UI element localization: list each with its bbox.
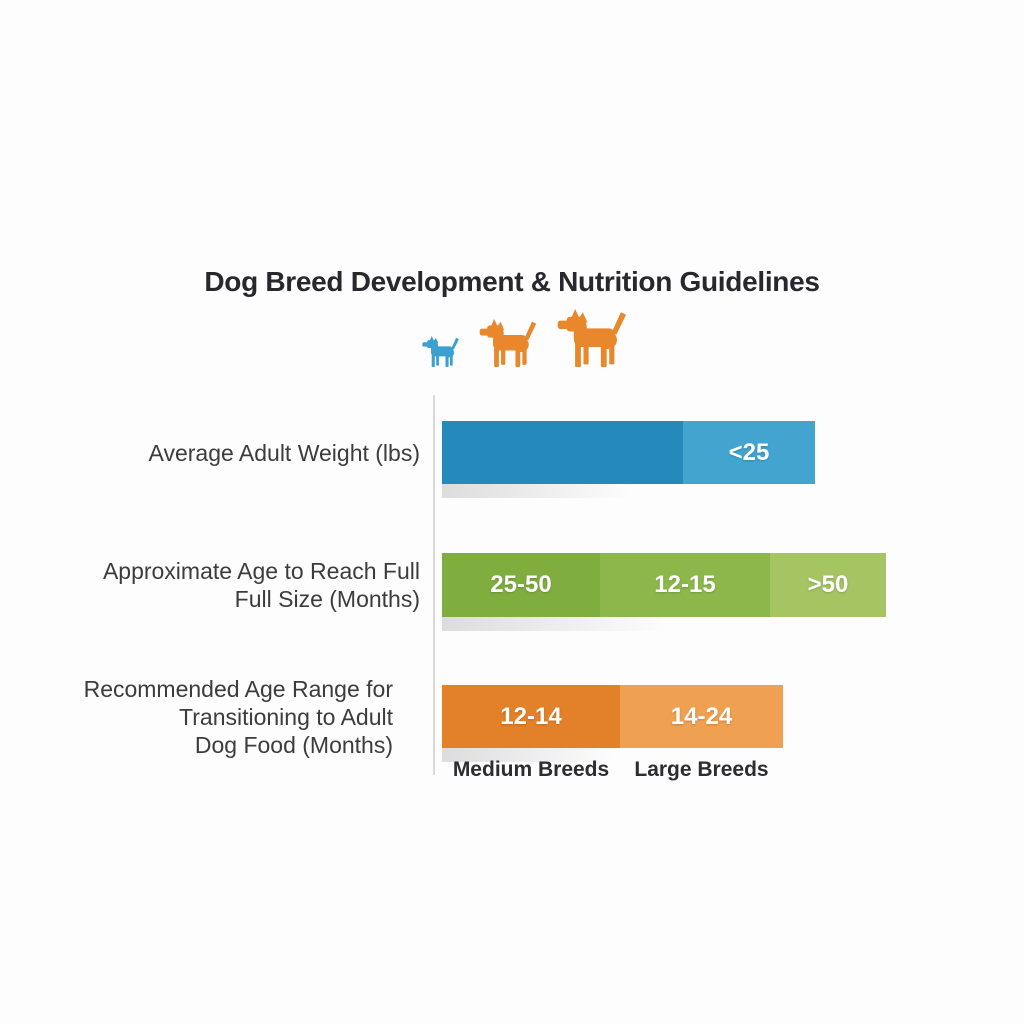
bar-segment-value: 12-14	[500, 702, 562, 730]
bar-segment: 12-14	[442, 685, 620, 748]
bar-segment: 14-24	[620, 685, 783, 748]
row-label-line: Dog Food (Months)	[194, 731, 393, 758]
row-label: Approximate Age to Reach Full Full Size (…	[40, 553, 420, 617]
bar-segment-value: 14-24	[670, 702, 733, 730]
row-label: Recommended Age Range for Transitioning t…	[40, 676, 393, 758]
bar-segment: 12-15	[600, 553, 770, 617]
bar-segment: 25-50	[442, 553, 600, 617]
chart-row: Approximate Age to Reach Full Full Size (…	[0, 553, 1024, 631]
x-axis-label: Large Breeds	[634, 758, 769, 781]
bar-segment-value: >50	[807, 571, 849, 598]
medium-dog-icon	[479, 319, 538, 367]
x-axis-label: Medium Breeds	[452, 758, 610, 781]
bar-segment-value: <25	[728, 438, 770, 466]
row-label-line: Average Adult Weight (lbs)	[148, 439, 420, 466]
bar: 12-14 14-24	[442, 685, 783, 762]
row-label-line: Recommended Age Range for	[83, 675, 393, 702]
chart-row: Average Adult Weight (lbs) <25	[0, 421, 1024, 498]
bar-segment: >50	[770, 553, 886, 617]
bar-segment-value: 25-50	[490, 571, 552, 598]
bar: <25	[442, 421, 815, 498]
large-dog-icon	[557, 309, 628, 367]
axis-line	[433, 395, 435, 775]
row-label-line: Full Size (Months)	[234, 586, 420, 612]
bar: 25-50 12-15 >50	[442, 553, 886, 631]
dog-size-legend	[420, 303, 630, 367]
bar-segment-value: 12-15	[654, 571, 716, 598]
chart-row: Recommended Age Range for Transitioning t…	[0, 676, 1024, 762]
bar-segment: <25	[683, 421, 815, 484]
row-label: Average Adult Weight (lbs)	[40, 421, 420, 484]
bar-segment	[442, 421, 683, 484]
row-label-line: Transitioning to Adult	[179, 703, 393, 730]
small-dog-icon	[422, 336, 460, 367]
row-label-line: Approximate Age to Reach Full	[102, 558, 420, 584]
page-title: Dog Breed Development & Nutrition Guidel…	[204, 266, 820, 297]
